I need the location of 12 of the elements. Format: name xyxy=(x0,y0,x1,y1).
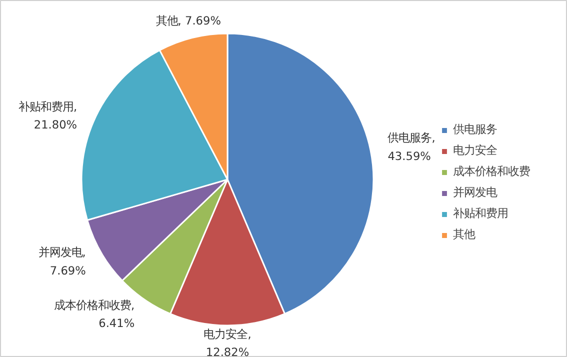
legend-label: 供电服务 xyxy=(453,122,497,137)
data-label: 并网发电, 7.69% xyxy=(38,245,86,278)
data-label: 其他, 7.69% xyxy=(156,14,222,28)
data-label: 成本价格和收费, 6.41% xyxy=(54,298,135,330)
data-label: 电力安全, 12.82% xyxy=(204,326,252,357)
legend-label: 其他 xyxy=(453,227,475,242)
legend-label: 并网发电 xyxy=(453,185,497,200)
data-label: 供电服务, 43.59% xyxy=(388,130,436,163)
legend-label: 成本价格和收费 xyxy=(453,164,530,179)
data-label: 补贴和费用, 21.80% xyxy=(18,99,78,132)
legend-label: 补贴和费用 xyxy=(453,206,508,221)
legend-label: 电力安全 xyxy=(453,143,497,158)
